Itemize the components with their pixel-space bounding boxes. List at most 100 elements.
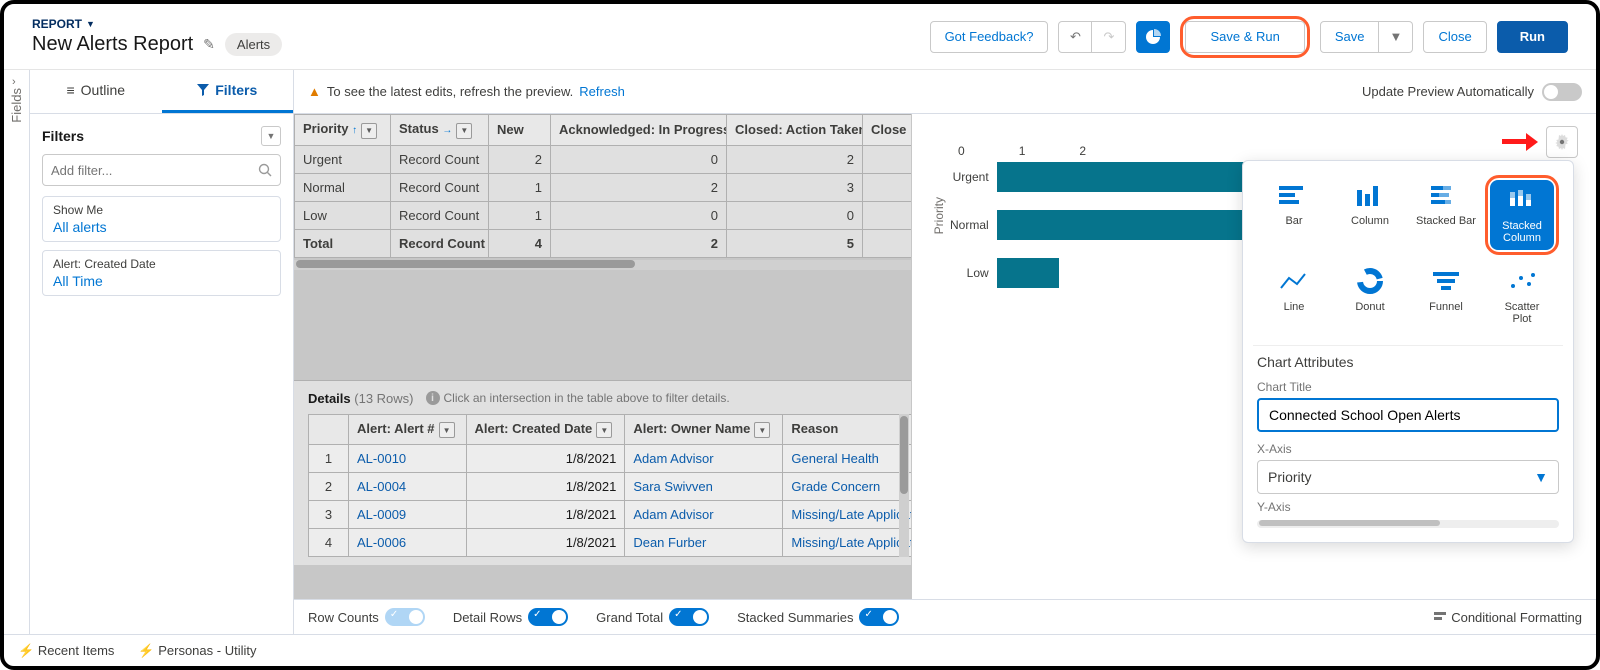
- table-row[interactable]: LowRecord Count100: [295, 201, 913, 229]
- left-sidebar: ≡ Outline Filters Filters ▼: [30, 70, 294, 634]
- filters-menu-button[interactable]: ▼: [261, 126, 281, 146]
- chart-title-input[interactable]: [1257, 398, 1559, 432]
- chart-type-funnel[interactable]: Funnel: [1409, 261, 1483, 331]
- save-button[interactable]: Save: [1320, 21, 1380, 53]
- detail-rows-toggle[interactable]: [528, 608, 568, 626]
- chart-bar: [997, 162, 1245, 192]
- summary-table[interactable]: Priority ↑▼ Status →▼ New Acknowledged: …: [294, 114, 912, 258]
- filters-heading: Filters: [42, 128, 84, 144]
- feedback-button[interactable]: Got Feedback?: [930, 21, 1049, 53]
- table-row[interactable]: UrgentRecord Count202: [295, 145, 913, 173]
- chart-type-stacked-bar[interactable]: Stacked Bar: [1409, 175, 1483, 255]
- chart-type-icon: [1275, 267, 1313, 295]
- table-row[interactable]: NormalRecord Count123: [295, 173, 913, 201]
- status-header[interactable]: Close: [863, 115, 913, 146]
- column-menu-icon[interactable]: ▼: [456, 123, 472, 139]
- filter-value: All alerts: [53, 219, 270, 235]
- undo-button[interactable]: ↶: [1058, 21, 1092, 53]
- chart-type-icon: [1427, 267, 1465, 295]
- chevron-right-icon: ›: [12, 76, 16, 88]
- column-menu-icon[interactable]: ▼: [361, 123, 377, 139]
- tab-outline[interactable]: ≡ Outline: [30, 70, 162, 113]
- table-row[interactable]: 3AL-00091/8/2021Adam AdvisorMissing/Late…: [309, 501, 913, 529]
- chart-area: Priority 0 1 2 Urgent: [912, 114, 1596, 599]
- personas-utility-button[interactable]: ⚡ Personas - Utility: [138, 643, 256, 659]
- fields-panel-collapsed[interactable]: › Fields: [4, 70, 30, 634]
- chart-title-label: Chart Title: [1257, 380, 1559, 394]
- redo-button[interactable]: ↷: [1092, 21, 1126, 53]
- run-button[interactable]: Run: [1497, 21, 1568, 53]
- save-group: Save ▼: [1320, 21, 1414, 53]
- table-total-row[interactable]: TotalRecord Count425: [295, 229, 913, 257]
- auto-update-toggle[interactable]: [1542, 83, 1582, 101]
- chart-type-stacked-column[interactable]: Stacked Column: [1490, 180, 1554, 250]
- column-menu-icon[interactable]: ▼: [596, 422, 612, 438]
- status-header[interactable]: Closed: Action Taken: [727, 115, 863, 146]
- utility-bar: ⚡ Recent Items ⚡ Personas - Utility: [4, 634, 1596, 666]
- tab-filters-label: Filters: [215, 82, 257, 98]
- chart-type-column[interactable]: Column: [1333, 175, 1407, 255]
- x-axis-value: Priority: [1268, 469, 1312, 485]
- caret-down-icon: ▼: [1534, 469, 1548, 485]
- warning-icon: ▲: [308, 84, 321, 99]
- save-run-button[interactable]: Save & Run: [1185, 21, 1304, 53]
- save-menu-button[interactable]: ▼: [1379, 21, 1413, 53]
- details-table[interactable]: Alert: Alert #▼ Alert: Created Date▼ Ale…: [308, 414, 912, 558]
- bolt-icon: ⚡: [18, 643, 34, 658]
- col-status[interactable]: Status: [399, 121, 439, 136]
- details-hint: Click an intersection in the table above…: [444, 391, 730, 405]
- recent-items-button[interactable]: ⚡ Recent Items: [18, 643, 114, 659]
- filter-icon: [197, 84, 209, 96]
- grand-total-toggle[interactable]: [669, 608, 709, 626]
- tab-filters[interactable]: Filters: [162, 70, 294, 113]
- stacked-summaries-label: Stacked Summaries: [737, 610, 853, 625]
- chart-settings-button[interactable]: [1546, 126, 1578, 158]
- filter-card-created-date[interactable]: Alert: Created Date All Time: [42, 250, 281, 296]
- x-axis-select[interactable]: Priority ▼: [1257, 460, 1559, 494]
- add-filter-field[interactable]: [51, 163, 258, 178]
- row-counts-toggle[interactable]: [385, 608, 425, 626]
- vertical-scrollbar[interactable]: [899, 414, 909, 558]
- chart-x-ticks: 0 1 2: [950, 144, 1369, 158]
- horizontal-scrollbar[interactable]: [294, 260, 911, 270]
- column-menu-icon[interactable]: ▼: [439, 422, 455, 438]
- report-object-chip[interactable]: Alerts: [225, 33, 282, 56]
- chart-type-icon: [1275, 181, 1313, 209]
- column-menu-icon[interactable]: ▼: [754, 422, 770, 438]
- add-filter-input[interactable]: [42, 154, 281, 186]
- popover-scrollbar[interactable]: [1257, 520, 1559, 528]
- chart-type-highlight: Stacked Column: [1485, 175, 1559, 255]
- chart-bar: [997, 258, 1059, 288]
- row-counts-label: Row Counts: [308, 610, 379, 625]
- stacked-summaries-toggle[interactable]: [859, 608, 899, 626]
- chart-settings-popover: BarColumnStacked BarStacked Column LineDo…: [1242, 160, 1574, 543]
- edit-title-button[interactable]: ✎: [203, 36, 215, 53]
- chart-type-donut[interactable]: Donut: [1333, 261, 1407, 331]
- grand-total-label: Grand Total: [596, 610, 663, 625]
- detail-rows-label: Detail Rows: [453, 610, 522, 625]
- table-row[interactable]: 2AL-00041/8/2021Sara SwivvenGrade Concer…: [309, 473, 913, 501]
- chart-type-icon: [1351, 267, 1389, 295]
- bolt-icon: ⚡: [138, 643, 154, 658]
- conditional-formatting-button[interactable]: Conditional Formatting: [1433, 610, 1582, 625]
- close-button[interactable]: Close: [1423, 21, 1486, 53]
- y-axis-label: Y-Axis: [1257, 500, 1559, 514]
- search-icon: [258, 163, 272, 177]
- top-bar: REPORT▼ New Alerts Report ✎ Alerts Got F…: [4, 4, 1596, 70]
- filter-card-show-me[interactable]: Show Me All alerts: [42, 196, 281, 242]
- table-row[interactable]: 1AL-00101/8/2021Adam AdvisorGeneral Heal…: [309, 445, 913, 473]
- status-header[interactable]: Acknowledged: In Progress: [551, 115, 727, 146]
- info-icon: i: [426, 391, 440, 405]
- report-type-label[interactable]: REPORT▼: [32, 17, 930, 31]
- chart-type-icon: [1427, 181, 1465, 209]
- status-header[interactable]: New: [489, 115, 551, 146]
- table-row[interactable]: 4AL-00061/8/2021Dean FurberMissing/Late …: [309, 529, 913, 557]
- col-priority[interactable]: Priority: [303, 121, 349, 136]
- annotation-arrow-icon: [1502, 135, 1538, 149]
- filter-value: All Time: [53, 273, 270, 289]
- chart-type-scatter-plot[interactable]: Scatter Plot: [1485, 261, 1559, 331]
- chart-type-bar[interactable]: Bar: [1257, 175, 1331, 255]
- refresh-link[interactable]: Refresh: [579, 84, 625, 99]
- chart-type-line[interactable]: Line: [1257, 261, 1331, 331]
- add-chart-button[interactable]: [1136, 21, 1170, 53]
